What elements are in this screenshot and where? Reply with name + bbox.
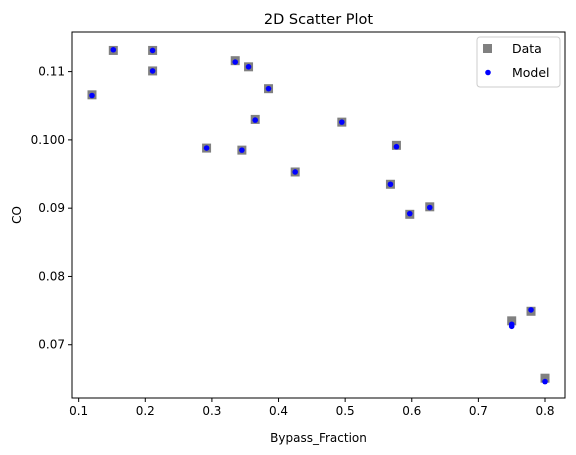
legend: Data Model	[476, 36, 561, 88]
model-point	[528, 307, 534, 313]
model-point	[149, 47, 156, 54]
data-point	[507, 316, 517, 326]
model-point	[252, 117, 259, 123]
x-tick-label: 0.8	[535, 404, 554, 418]
model-point	[245, 64, 252, 70]
x-tick-label: 0.5	[336, 404, 355, 418]
model-point	[406, 210, 413, 217]
chart-title: 2D Scatter Plot	[264, 12, 374, 28]
x-tick-label: 0.3	[202, 404, 221, 418]
x-tick-label: 0.6	[402, 404, 421, 418]
model-point	[110, 46, 117, 53]
model-point	[292, 169, 298, 175]
legend-data-label: Data	[512, 41, 542, 56]
y-tick-label: 0.07	[38, 338, 65, 352]
x-tick-label: 0.4	[269, 404, 288, 418]
model-point	[265, 85, 272, 92]
model-point	[393, 143, 400, 150]
model-point	[426, 204, 433, 211]
legend-box	[476, 36, 561, 88]
y-tick-label: 0.08	[38, 269, 65, 283]
model-point	[89, 92, 95, 99]
legend-data-marker	[483, 44, 492, 53]
legend-model-marker	[485, 69, 491, 76]
plot-frame	[71, 31, 566, 399]
data-point	[540, 373, 550, 383]
model-point	[232, 59, 239, 65]
y-tick-label: 0.09	[38, 201, 65, 215]
y-axis-label: CO	[10, 206, 24, 224]
x-tick-label: 0.7	[469, 404, 488, 418]
model-point	[508, 323, 515, 330]
model-point	[387, 181, 394, 188]
model-point	[203, 145, 210, 151]
legend-model-label: Model	[512, 65, 550, 80]
model-point	[149, 68, 156, 74]
series-data	[87, 45, 550, 383]
data-points	[87, 45, 550, 385]
x-tick-label: 0.2	[136, 404, 155, 418]
axis-ticks: 0.1 0.2 0.3 0.4 0.5 0.6 0.7 0.8 0.07 0.08 0.09 0.10…	[31, 65, 555, 418]
series-model	[89, 46, 548, 385]
y-tick-label: 0.100	[31, 133, 65, 147]
model-point	[339, 119, 345, 125]
x-tick-label: 0.1	[69, 404, 88, 418]
y-tick-label: 0.11	[38, 65, 65, 79]
model-point	[239, 147, 245, 153]
x-axis-label: Bypass_Fraction	[270, 431, 367, 445]
model-point	[542, 378, 548, 385]
